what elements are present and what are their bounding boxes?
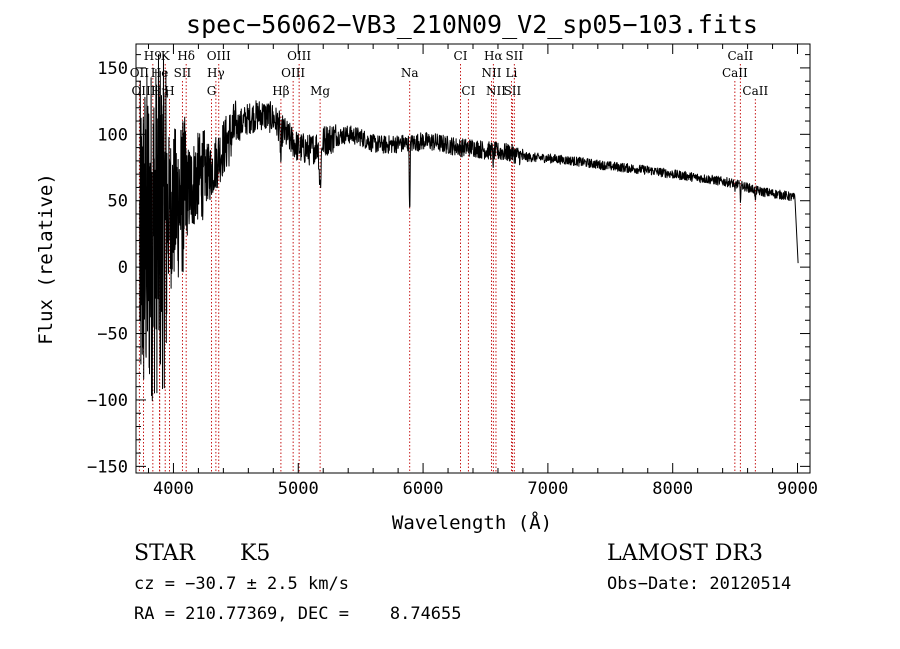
line-label-16: Li xyxy=(506,66,518,80)
observation-date: Obs−Date: 20120514 xyxy=(607,574,791,594)
y-tick-label-1: 100 xyxy=(97,125,128,145)
line-label-14: Na xyxy=(401,66,419,80)
line-label-0: H9 xyxy=(144,49,162,63)
line-label-9: OII xyxy=(130,66,150,80)
x-tick-label-0: 4000 xyxy=(153,479,194,499)
axis-ticks: 4000 5000 6000 7000 8000 9000 150 100 50 0 −50 −100… xyxy=(87,44,818,499)
line-label-5: CI xyxy=(454,49,468,63)
line-label-8: CaII xyxy=(727,49,753,63)
y-tick-label-0: 150 xyxy=(97,59,128,79)
line-label-7: SII xyxy=(505,49,523,63)
y-tick-label-6: −150 xyxy=(87,457,128,477)
redshift-info: cz = −30.7 ± 2.5 km/s xyxy=(134,574,349,594)
line-label-15: NII xyxy=(481,66,501,80)
object-class: STAR xyxy=(134,541,196,566)
coordinates: RA = 210.77369, DEC = 8.74655 xyxy=(134,604,462,624)
line-label-26: SII xyxy=(504,84,522,98)
x-tick-label-4: 8000 xyxy=(652,479,693,499)
object-subclass: K5 xyxy=(240,541,270,566)
x-tick-label-1: 5000 xyxy=(278,479,319,499)
x-tick-label-5: 9000 xyxy=(777,479,818,499)
line-label-27: CaII xyxy=(742,84,768,98)
line-label-24: CI xyxy=(461,84,475,98)
y-axis-label: Flux (relative) xyxy=(35,173,57,345)
line-label-20: H xyxy=(164,84,174,98)
line-label-22: Hβ xyxy=(272,84,289,98)
line-label-1: K xyxy=(161,49,171,63)
line-label-17: CaII xyxy=(722,66,748,80)
x-tick-label-2: 6000 xyxy=(403,479,444,499)
line-label-2: Hδ xyxy=(177,49,195,63)
line-label-23: Mg xyxy=(310,84,330,98)
line-label-3: OIII xyxy=(207,49,231,63)
x-axis-label: Wavelength (Å) xyxy=(392,511,552,534)
line-label-21: G xyxy=(207,84,217,98)
line-label-11: SII xyxy=(174,66,192,80)
line-label-4: OIII xyxy=(287,49,311,63)
x-tick-label-3: 7000 xyxy=(527,479,568,499)
y-tick-label-2: 50 xyxy=(108,192,128,212)
line-label-6: Hα xyxy=(484,49,503,63)
line-label-25: NII xyxy=(486,84,506,98)
spectrum-line xyxy=(139,54,799,402)
y-tick-label-4: −50 xyxy=(97,325,128,345)
line-label-12: Hγ xyxy=(207,66,225,80)
plot-frame xyxy=(135,43,811,474)
y-tick-label-5: −100 xyxy=(87,391,128,411)
chart-title: spec−56062−VB3_210N09_V2_sp05−103.fits xyxy=(186,10,758,39)
y-tick-label-3: 0 xyxy=(118,258,128,278)
survey-name: LAMOST DR3 xyxy=(607,541,763,566)
line-label-13: OIII xyxy=(281,66,305,80)
